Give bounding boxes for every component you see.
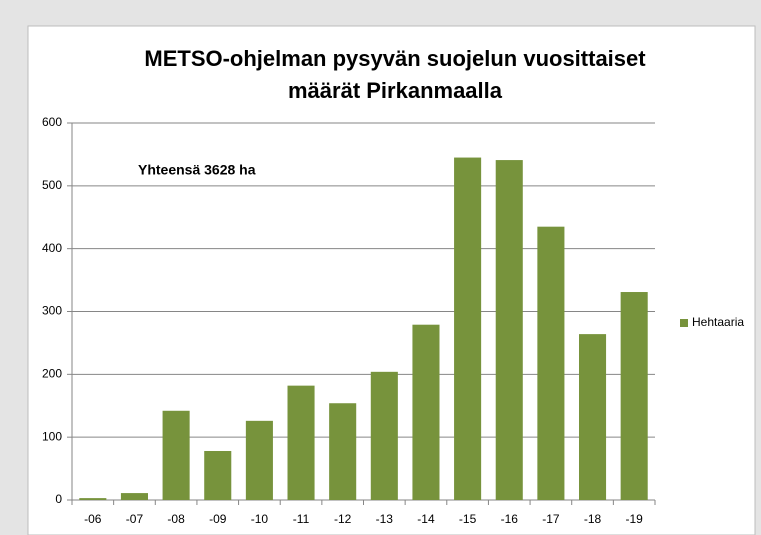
x-tick-label: -17 — [542, 512, 560, 526]
bar — [579, 334, 607, 500]
x-tick-label: -19 — [626, 512, 644, 526]
x-tick-label: -13 — [376, 512, 394, 526]
x-tick-label: -10 — [251, 512, 269, 526]
legend-swatch — [680, 319, 688, 327]
bar — [162, 410, 190, 500]
x-tick-label: -14 — [417, 512, 435, 526]
annotation: Yhteensä 3628 ha — [138, 162, 256, 178]
x-tick-label: -09 — [209, 512, 227, 526]
bar — [620, 292, 648, 500]
bar — [245, 420, 273, 500]
x-tick-label: -11 — [293, 512, 310, 526]
x-tick-label: -16 — [501, 512, 519, 526]
bar — [79, 498, 107, 500]
x-tick-label: -15 — [459, 512, 477, 526]
y-tick-label: 200 — [42, 367, 62, 381]
y-tick-label: 400 — [42, 241, 62, 255]
x-tick-label: -12 — [334, 512, 352, 526]
bar — [287, 385, 315, 500]
bar — [454, 157, 482, 500]
bar — [495, 160, 523, 501]
y-tick-label: 500 — [42, 178, 62, 192]
x-tick-label: -07 — [126, 512, 144, 526]
y-tick-label: 100 — [42, 429, 62, 443]
y-tick-label: 300 — [42, 304, 62, 318]
bar — [204, 450, 232, 500]
bar — [329, 403, 357, 500]
bar — [120, 493, 148, 500]
y-tick-label: 600 — [42, 115, 62, 129]
bar — [370, 371, 398, 500]
x-tick-label: -18 — [584, 512, 602, 526]
chart-title: määrät Pirkanmaalla — [288, 78, 503, 103]
bar — [537, 226, 565, 501]
legend-label: Hehtaaria — [692, 315, 744, 329]
chart-title: METSO-ohjelman pysyvän suojelun vuositta… — [144, 46, 646, 71]
bar — [412, 324, 440, 500]
x-tick-label: -08 — [167, 512, 185, 526]
y-tick-label: 0 — [55, 492, 62, 506]
x-tick-label: -06 — [84, 512, 102, 526]
